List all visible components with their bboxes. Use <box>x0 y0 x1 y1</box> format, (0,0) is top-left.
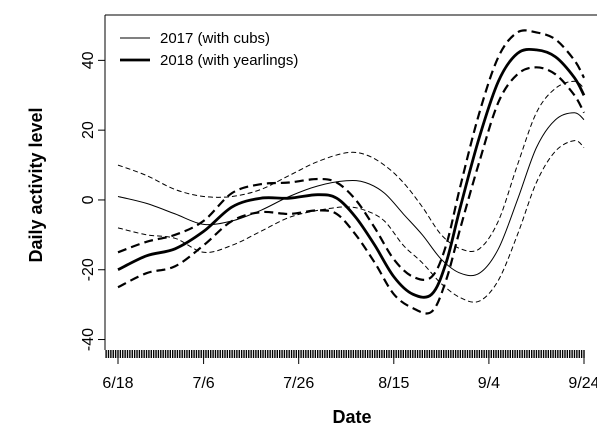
series-layer <box>117 29 586 315</box>
rug-marks <box>105 350 585 358</box>
series-2017-lower-ci <box>117 140 585 303</box>
y-tick-label: -20 <box>80 258 97 281</box>
y-axis-title: Daily activity level <box>26 107 46 262</box>
y-tick-label: -40 <box>80 328 97 351</box>
x-tick-label: 7/6 <box>192 375 214 392</box>
legend: 2017 (with cubs) 2018 (with yearlings) <box>120 30 298 69</box>
series-2018-line <box>117 47 586 299</box>
legend-label-2018: 2018 (with yearlings) <box>160 52 298 69</box>
y-tick-label: 20 <box>80 121 97 139</box>
y-tick-label: 0 <box>80 195 97 204</box>
plot-frame <box>104 14 597 350</box>
x-tick-label: 6/18 <box>102 375 133 392</box>
x-tick-label: 9/24 <box>568 375 597 392</box>
y-axis: -40 -20 0 20 40 <box>80 51 105 351</box>
series-2018-upper-ci <box>117 29 585 281</box>
series-group <box>117 29 586 315</box>
x-tick-label: 7/26 <box>283 375 314 392</box>
x-axis: 6/18 7/6 7/26 8/15 9/4 9/24 <box>102 358 597 392</box>
legend-label-2017: 2017 (with cubs) <box>160 30 270 47</box>
series-2017-line <box>117 112 585 277</box>
series-2017-upper-ci <box>117 80 585 252</box>
x-tick-label: 9/4 <box>478 375 500 392</box>
series-2018-lower-ci <box>117 66 585 315</box>
y-tick-label: 40 <box>80 51 97 69</box>
x-axis-title: Date <box>332 407 371 427</box>
x-tick-label: 8/15 <box>378 375 409 392</box>
